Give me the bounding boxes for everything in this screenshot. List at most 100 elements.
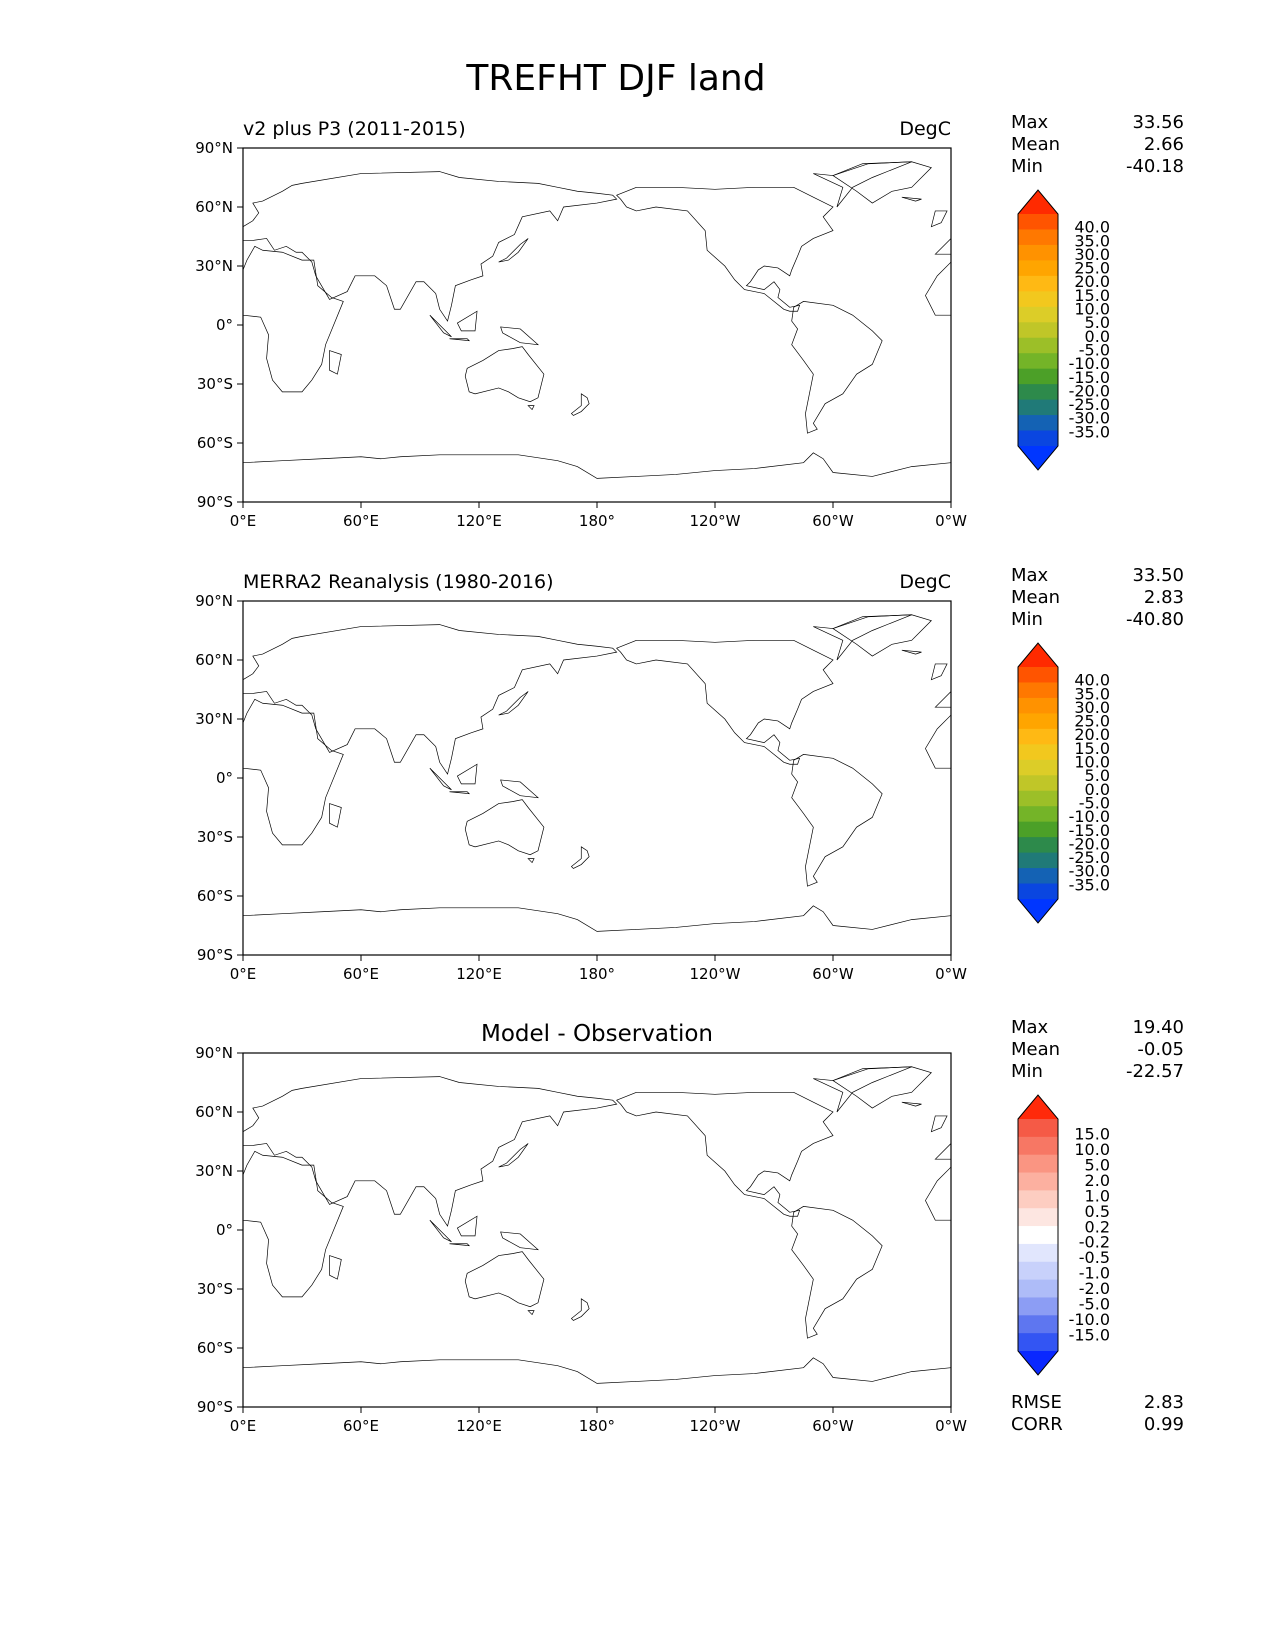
stat-label: Mean	[1011, 1039, 1060, 1060]
colorbar-tick-label: -10.0	[1069, 807, 1110, 826]
colorbar-tick-label: -15.0	[1069, 821, 1110, 840]
colorbar-swatch	[1018, 852, 1058, 869]
colorbar-tick-label: 0.2	[1085, 1217, 1110, 1236]
colorbar-swatch	[1018, 384, 1058, 401]
colorbar-swatch	[1018, 306, 1058, 323]
colorbar-tick-label: -10.0	[1069, 354, 1110, 373]
stat-value: 33.50	[1132, 565, 1184, 586]
colorbar-tick-label: -35.0	[1069, 422, 1110, 441]
colorbar-outline	[1017, 1094, 1059, 1376]
colorbar-swatch	[1018, 682, 1058, 699]
colorbar-swatch	[1018, 667, 1058, 683]
colorbar: 15.010.05.02.01.00.50.2-0.2-0.5-1.0-2.0-…	[1017, 1094, 1110, 1376]
stat-label: Min	[1011, 156, 1043, 177]
map-frame	[242, 147, 952, 503]
colorbar-tick-label: 10.0	[1074, 300, 1110, 319]
colorbar-tick-label: -15.0	[1069, 368, 1110, 387]
x-tick-label: 120°E	[456, 512, 502, 530]
colorbar-swatch	[1018, 1261, 1058, 1281]
x-tick-label: 180°	[579, 1417, 615, 1435]
map-field	[243, 160, 951, 502]
panel-title: v2 plus P3 (2011-2015)	[243, 118, 466, 140]
colorbar-over-arrow	[1018, 190, 1058, 214]
colorbar-swatch	[1018, 322, 1058, 339]
x-tick-label: 0°E	[230, 965, 257, 983]
y-tick-label: 90°S	[197, 1398, 233, 1416]
y-tick-label: 0°	[216, 1221, 233, 1239]
coastline	[243, 613, 951, 955]
stat-label: Max	[1011, 565, 1049, 586]
panel-title: MERRA2 Reanalysis (1980-2016)	[243, 571, 554, 593]
colorbar-swatch	[1018, 275, 1058, 292]
colorbar-swatch	[1018, 399, 1058, 416]
colorbar-tick-label: 40.0	[1074, 671, 1110, 690]
y-tick-label: 30°S	[197, 1280, 233, 1298]
coastline	[243, 1065, 951, 1407]
colorbar-tick-label: 35.0	[1074, 231, 1110, 250]
colorbar-swatch	[1018, 697, 1058, 714]
colorbar-under-arrow	[1018, 446, 1058, 470]
x-tick-label: 60°W	[812, 512, 854, 530]
y-tick-label: 0°	[216, 316, 233, 334]
colorbar-outline	[1017, 189, 1059, 471]
colorbar-tick-label: -25.0	[1069, 848, 1110, 867]
stat-value: -22.57	[1126, 1061, 1184, 1082]
x-tick-label: 60°E	[343, 1417, 379, 1435]
panel-units: DegC	[899, 118, 951, 140]
coastline	[243, 160, 951, 502]
panels: 0°E 60°E 120°E 180° 120°W 60°W 0°W 90°N 60°N 30°N…	[195, 112, 1184, 1435]
map-frame	[242, 1052, 952, 1408]
colorbar-tick-label: -2.0	[1079, 1279, 1110, 1298]
colorbar-tick-label: 35.0	[1074, 684, 1110, 703]
colorbar-outline	[1017, 642, 1059, 924]
y-tick-label: 0°	[216, 769, 233, 787]
colorbar-tick-label: -5.0	[1079, 793, 1110, 812]
colorbar-swatch	[1018, 1119, 1058, 1138]
x-tick-label: 0°W	[935, 1417, 967, 1435]
x-tick-label: 0°E	[230, 512, 257, 530]
x-tick-label: 120°W	[690, 1417, 741, 1435]
y-tick-label: 60°S	[197, 887, 233, 905]
stat-value: -40.80	[1126, 609, 1184, 630]
map-panel-1: 0°E 60°E 120°E 180° 120°W 60°W 0°W 90°N 60°N 30°N…	[195, 112, 1184, 530]
map-field	[243, 613, 951, 955]
colorbar-tick-label: -0.5	[1079, 1248, 1110, 1267]
colorbar-tick-label: -25.0	[1069, 395, 1110, 414]
colorbar-tick-label: 10.0	[1074, 1140, 1110, 1159]
x-tick-label: 180°	[579, 965, 615, 983]
colorbar-swatch	[1018, 368, 1058, 385]
colorbar-tick-label: -5.0	[1079, 1295, 1110, 1314]
stat-label: Mean	[1011, 134, 1060, 155]
stat-value: 2.83	[1144, 587, 1184, 608]
colorbar-swatch	[1018, 415, 1058, 432]
colorbar-tick-label: 15.0	[1074, 286, 1110, 305]
y-tick-label: 60°S	[197, 1339, 233, 1357]
colorbar-tick-label: -30.0	[1069, 409, 1110, 428]
x-tick-label: 120°E	[456, 1417, 502, 1435]
colorbar-swatch	[1018, 821, 1058, 838]
y-tick-label: 90°S	[197, 493, 233, 511]
panel-units: DegC	[899, 571, 951, 593]
colorbar-swatch	[1018, 837, 1058, 854]
colorbar-swatch	[1018, 759, 1058, 776]
field-cells	[243, 161, 951, 502]
y-tick-label: 90°N	[195, 139, 233, 157]
colorbar-swatch	[1018, 260, 1058, 277]
colorbar-tick-label: -30.0	[1069, 862, 1110, 881]
y-tick-label: 60°N	[195, 1103, 233, 1121]
colorbar-over-arrow	[1018, 1095, 1058, 1119]
stat-label: Max	[1011, 1017, 1049, 1038]
stat-value: -40.18	[1126, 156, 1184, 177]
colorbar-swatch	[1018, 1297, 1058, 1316]
colorbar-tick-label: -20.0	[1069, 834, 1110, 853]
colorbar-swatch	[1018, 229, 1058, 246]
colorbar-tick-label: -15.0	[1069, 1326, 1110, 1345]
y-tick-label: 30°S	[197, 828, 233, 846]
y-tick-label: 30°N	[195, 710, 233, 728]
stat-value: 19.40	[1132, 1017, 1184, 1038]
colorbar-swatch	[1018, 337, 1058, 354]
field-cells	[243, 1066, 951, 1407]
stat-label: Mean	[1011, 587, 1060, 608]
colorbar-tick-label: 10.0	[1074, 753, 1110, 772]
x-tick-label: 120°W	[690, 512, 741, 530]
